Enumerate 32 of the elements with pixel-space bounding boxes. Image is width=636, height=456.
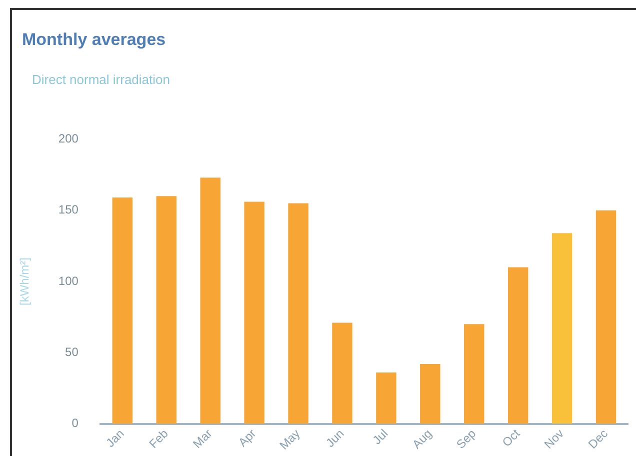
bar [156,196,176,424]
x-tick-label: May [276,426,303,452]
y-axis-title: [kWh/m²] [18,257,32,306]
y-tick-label: 0 [72,416,79,430]
bar [552,233,572,424]
chart-subtitle: Direct normal irradiation [32,72,170,87]
y-tick-label: 100 [58,274,79,288]
bar [332,322,352,424]
x-tick-label: Nov [542,426,567,452]
x-tick-label: Sep [454,426,479,452]
x-tick-label: Mar [190,426,215,451]
x-tick-label: Aug [410,426,435,452]
x-tick-label: Oct [499,426,524,450]
y-tick-label: 50 [65,344,79,359]
x-tick-label: Jan [103,426,127,450]
x-tick-label: Dec [585,426,610,452]
bar [244,202,264,424]
x-tick-label: Apr [236,426,259,450]
bar [288,203,308,424]
y-tick-label: 150 [58,202,79,217]
bar [420,364,440,424]
x-tick-label: Jul [370,426,391,448]
bar [464,324,484,424]
x-tick-label: Jun [323,426,347,450]
bar [596,210,616,424]
x-tick-label: Feb [146,426,172,451]
bar [508,267,528,424]
bar [112,198,133,424]
chart-title: Monthly averages [22,30,166,50]
y-tick-label: 200 [58,132,79,146]
bar [376,372,396,424]
bar [200,178,220,424]
